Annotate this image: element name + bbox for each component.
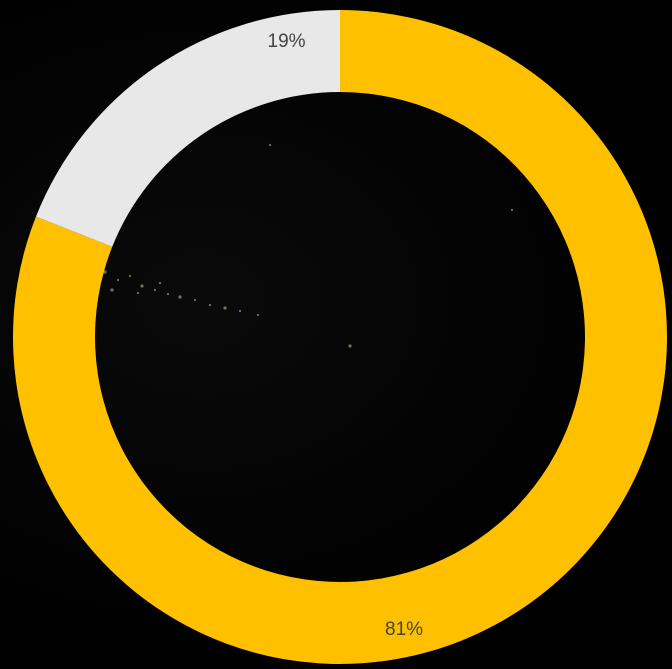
background-light-dot	[158, 281, 162, 285]
slice-label-81: 81%	[385, 619, 423, 640]
background-light-dot	[128, 274, 132, 278]
background-light-dot	[193, 298, 197, 302]
background-light-dot	[510, 208, 514, 212]
slice-label-19: 19%	[268, 31, 306, 52]
background-light-dot	[103, 270, 107, 274]
background-light-dot	[256, 313, 260, 317]
background-light-dot	[110, 288, 114, 292]
background-light-dot	[268, 143, 272, 147]
background-light-dot	[153, 288, 157, 292]
background-light-dot	[348, 344, 352, 348]
background-light-dot	[238, 309, 242, 313]
background-light-dot	[136, 291, 140, 295]
background-light-dot	[140, 284, 144, 288]
background-light-dot	[208, 303, 212, 307]
donut-slice-19	[35, 10, 341, 247]
background-city-lights	[103, 143, 514, 348]
background-light-dot	[223, 306, 227, 310]
background-light-dot	[178, 295, 182, 299]
background-light-dot	[166, 292, 170, 296]
slice-labels: 81% 19%	[268, 31, 424, 640]
background-light-dot	[116, 278, 120, 282]
donut-slices	[12, 10, 668, 665]
